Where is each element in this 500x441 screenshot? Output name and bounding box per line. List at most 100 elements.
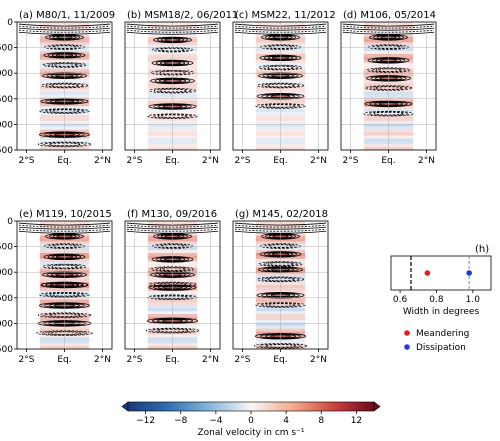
x-tick-label: 2°S — [235, 355, 251, 365]
contour-negative — [37, 141, 92, 148]
colorbar-extend-low — [121, 401, 129, 412]
contour-negative — [260, 103, 301, 109]
contour-negative — [261, 83, 300, 88]
legend-label: Meandering — [416, 329, 469, 339]
panel-title: (a) M80/1, 11/2009 — [19, 10, 115, 21]
x-tick-label: Eq. — [381, 156, 395, 166]
panel-a: (a) M80/1, 11/2009 2°S Eq. 2°N 0 500 1000 1500 2… — [0, 10, 115, 166]
contour-negative — [268, 45, 293, 49]
y-tick-label: 2500 — [0, 345, 13, 355]
panel-title: (b) MSM18/2, 06/2011 — [127, 10, 238, 21]
panel-h-frame — [390, 255, 492, 291]
panel-title: (e) M119, 10/2015 — [19, 209, 112, 220]
contour-negative — [44, 108, 85, 114]
colorbar — [127, 401, 375, 412]
contour-negative — [152, 295, 193, 300]
contour-negative — [153, 282, 192, 287]
panel-e: (e) M119, 10/2015 2°S Eq. 2°N 0 500 1000 1500 20… — [0, 209, 113, 365]
x-tick-label: 2°N — [310, 355, 327, 365]
contour-negative — [265, 303, 296, 307]
h-x-tick-label: 0.8 — [429, 295, 444, 305]
legend-label: Dissipation — [416, 343, 466, 353]
contour-negative — [145, 327, 200, 334]
x-tick-label: 2°S — [343, 156, 359, 166]
colorbar-tick-label: −4 — [209, 416, 223, 426]
panel-h-title: (h) — [475, 244, 489, 255]
point-dissipation — [466, 270, 472, 276]
y-tick-label: 1000 — [0, 69, 13, 79]
contour-negative — [265, 104, 296, 108]
colorbar-tick-label: −8 — [174, 416, 188, 426]
x-tick-label: Eq. — [165, 156, 179, 166]
contour-negative — [37, 312, 92, 318]
x-tick-label: 2°S — [19, 355, 35, 365]
panel-title: (c) MSM22, 11/2012 — [235, 10, 336, 21]
legend-marker — [404, 344, 410, 350]
y-tick-label: 0 — [7, 217, 13, 227]
x-tick-label: Eq. — [273, 355, 287, 365]
panel-c: (c) MSM22, 11/2012 2°S Eq. 2°N — [232, 10, 336, 166]
colorbar-tick-label: −12 — [136, 416, 155, 426]
contour-negative — [368, 111, 409, 116]
x-tick-label: Eq. — [57, 156, 71, 166]
x-tick-label: 2°S — [235, 156, 251, 166]
panel-title: (f) M130, 09/2016 — [127, 209, 217, 220]
contour-negative — [369, 85, 408, 91]
x-tick-label: 2°N — [94, 156, 111, 166]
x-tick-label: 2°S — [127, 355, 143, 365]
contour-negative — [268, 244, 293, 248]
colorbar-extend-high — [373, 401, 381, 412]
contour-negative — [253, 343, 308, 349]
y-tick-label: 2000 — [0, 120, 13, 130]
panel-g: (g) M145, 02/2018 2°S Eq. 2°N — [232, 209, 329, 365]
contour-negative — [160, 48, 185, 52]
point-meandering — [424, 270, 431, 276]
panel-title: (d) M106, 05/2014 — [343, 10, 436, 21]
x-tick-label: 2°N — [310, 156, 327, 166]
contour-negative — [153, 88, 192, 93]
colorbar-tick-label: 0 — [248, 416, 254, 426]
contour-negative — [49, 109, 80, 113]
y-tick-label: 1500 — [0, 95, 13, 105]
contour-negative — [45, 83, 84, 88]
colorbar-label: Zonal velocity in cm s⁻¹ — [198, 428, 305, 438]
contour-negative — [373, 112, 404, 116]
x-tick-label: 2°N — [202, 355, 219, 365]
contour-negative — [52, 244, 77, 248]
y-tick-label: 2500 — [0, 146, 13, 156]
x-tick-label: Eq. — [57, 355, 71, 365]
contour-negative — [260, 302, 301, 308]
colorbar-tick-label: 12 — [351, 416, 362, 426]
h-x-tick-label: 1.0 — [466, 295, 481, 305]
x-tick-label: Eq. — [273, 156, 287, 166]
contour-negative — [52, 45, 77, 49]
contour-negative — [49, 293, 80, 297]
x-tick-label: 2°N — [202, 156, 219, 166]
x-tick-label: Eq. — [165, 355, 179, 365]
y-tick-label: 1500 — [0, 294, 13, 304]
contour-negative — [157, 114, 188, 118]
contour-negative — [44, 292, 85, 297]
y-tick-label: 2000 — [0, 319, 13, 329]
colorbar-tick-label: 8 — [318, 416, 324, 426]
panel-f: (f) M130, 09/2016 2°S Eq. 2°N — [124, 209, 221, 365]
x-tick-label: 2°N — [94, 355, 111, 365]
h-x-axis-label: Width in degrees — [403, 307, 480, 317]
legend-marker — [404, 330, 410, 336]
panel-b: (b) MSM18/2, 06/2011 2°S Eq. 2°N — [124, 10, 238, 166]
y-tick-label: 1000 — [0, 268, 13, 278]
contour-negative — [157, 295, 188, 299]
colorbar-tick-label: 4 — [283, 416, 289, 426]
y-tick-label: 0 — [7, 18, 13, 28]
contour-negative — [261, 277, 300, 282]
contour-negative — [376, 45, 401, 49]
x-tick-label: 2°S — [19, 156, 35, 166]
x-tick-label: 2°S — [127, 156, 143, 166]
contour-negative — [160, 244, 185, 248]
y-tick-label: 500 — [0, 44, 13, 54]
panel-d: (d) M106, 05/2014 2°S Eq. 2°N — [340, 10, 437, 166]
x-tick-label: 2°N — [418, 156, 435, 166]
y-tick-label: 500 — [0, 243, 13, 253]
panel-title: (g) M145, 02/2018 — [235, 209, 328, 220]
